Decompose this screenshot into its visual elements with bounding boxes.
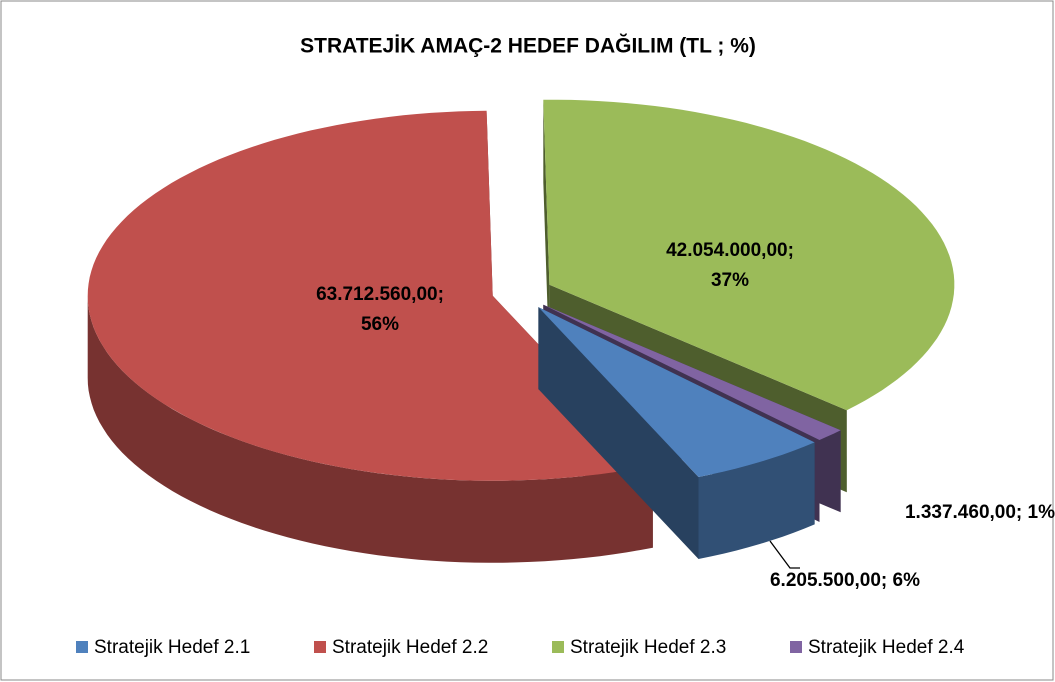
data-label: 6.205.500,00; 6% bbox=[769, 570, 920, 591]
slice-side-face bbox=[538, 307, 699, 559]
chart-title: STRATEJİK AMAÇ-2 HEDEF DAĞILIM (TL ; %) bbox=[300, 34, 756, 58]
pie-slice bbox=[538, 307, 815, 559]
legend-label: Stratejik Hedef 2.2 bbox=[332, 637, 488, 658]
legend-swatch bbox=[790, 641, 802, 653]
slice-wall bbox=[87, 295, 653, 563]
slice-wall bbox=[698, 442, 815, 559]
slice-top bbox=[87, 110, 653, 481]
pie-slice bbox=[87, 110, 653, 563]
legend-label: Stratejik Hedef 2.1 bbox=[94, 637, 250, 658]
legend-label: Stratejik Hedef 2.4 bbox=[808, 637, 965, 658]
slice-top bbox=[538, 307, 815, 477]
slice-top bbox=[543, 99, 955, 411]
slice-side-face bbox=[543, 99, 550, 367]
data-label: 63.712.560,00; 56% bbox=[316, 284, 444, 335]
leader-line bbox=[769, 540, 800, 569]
slice-top bbox=[543, 304, 841, 440]
data-label: 42.054.000,00; 37% bbox=[666, 240, 794, 291]
legend-label: Stratejik Hedef 2.3 bbox=[570, 637, 726, 658]
data-label: 1.337.460,00; 1% bbox=[904, 502, 1055, 523]
legend-swatch bbox=[314, 641, 326, 653]
legend-swatch bbox=[552, 641, 564, 653]
legend-swatch bbox=[76, 641, 88, 653]
